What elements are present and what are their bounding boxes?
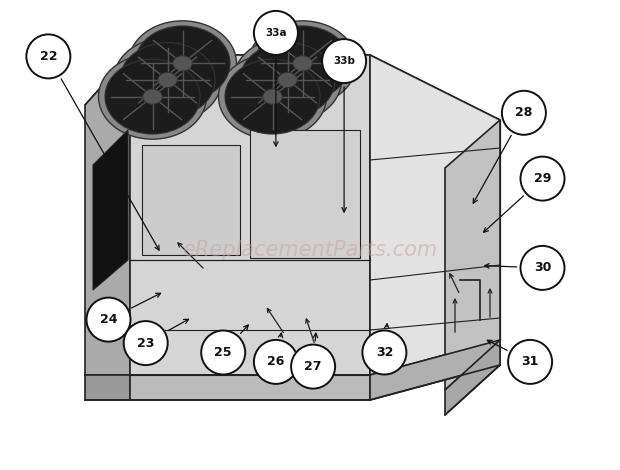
Text: 33a: 33a [265, 28, 286, 38]
Circle shape [202, 330, 245, 375]
Text: 27: 27 [304, 360, 322, 373]
Text: 33b: 33b [333, 56, 355, 66]
Circle shape [322, 39, 366, 83]
Text: 23: 23 [137, 337, 154, 350]
Circle shape [521, 246, 564, 290]
Polygon shape [370, 55, 500, 375]
Ellipse shape [120, 43, 215, 118]
Polygon shape [315, 55, 500, 168]
Text: 30: 30 [534, 261, 551, 274]
Circle shape [254, 11, 298, 55]
Circle shape [27, 34, 70, 78]
Ellipse shape [143, 89, 162, 104]
Ellipse shape [278, 72, 297, 87]
Polygon shape [142, 145, 240, 255]
Ellipse shape [255, 26, 350, 101]
Ellipse shape [225, 59, 320, 134]
Circle shape [502, 91, 546, 135]
Polygon shape [130, 55, 370, 375]
Circle shape [87, 298, 130, 342]
Text: 32: 32 [376, 346, 393, 359]
Polygon shape [85, 55, 370, 105]
Circle shape [124, 321, 167, 365]
Text: eReplacementParts.com: eReplacementParts.com [182, 240, 438, 260]
Polygon shape [250, 130, 360, 258]
Polygon shape [85, 55, 130, 375]
Text: 26: 26 [267, 355, 285, 368]
Ellipse shape [263, 89, 282, 104]
Text: 24: 24 [100, 313, 117, 326]
Text: 29: 29 [534, 172, 551, 185]
Ellipse shape [105, 59, 200, 134]
Ellipse shape [173, 55, 192, 71]
Text: 25: 25 [215, 346, 232, 359]
Circle shape [363, 330, 406, 375]
Ellipse shape [135, 26, 230, 101]
Text: 28: 28 [515, 106, 533, 119]
Polygon shape [445, 340, 500, 415]
Circle shape [254, 340, 298, 384]
Ellipse shape [128, 21, 236, 106]
Ellipse shape [99, 54, 206, 139]
Circle shape [521, 157, 564, 201]
Ellipse shape [234, 38, 342, 123]
Text: 22: 22 [40, 50, 57, 63]
Ellipse shape [157, 72, 177, 87]
Polygon shape [93, 130, 128, 290]
Polygon shape [130, 375, 370, 400]
Ellipse shape [249, 21, 356, 106]
Polygon shape [370, 340, 500, 400]
Text: 31: 31 [521, 355, 539, 368]
Polygon shape [85, 375, 130, 400]
Circle shape [291, 345, 335, 389]
Ellipse shape [293, 55, 312, 71]
Ellipse shape [218, 54, 327, 139]
Ellipse shape [113, 38, 221, 123]
Ellipse shape [240, 43, 335, 118]
Circle shape [508, 340, 552, 384]
Polygon shape [445, 120, 500, 390]
